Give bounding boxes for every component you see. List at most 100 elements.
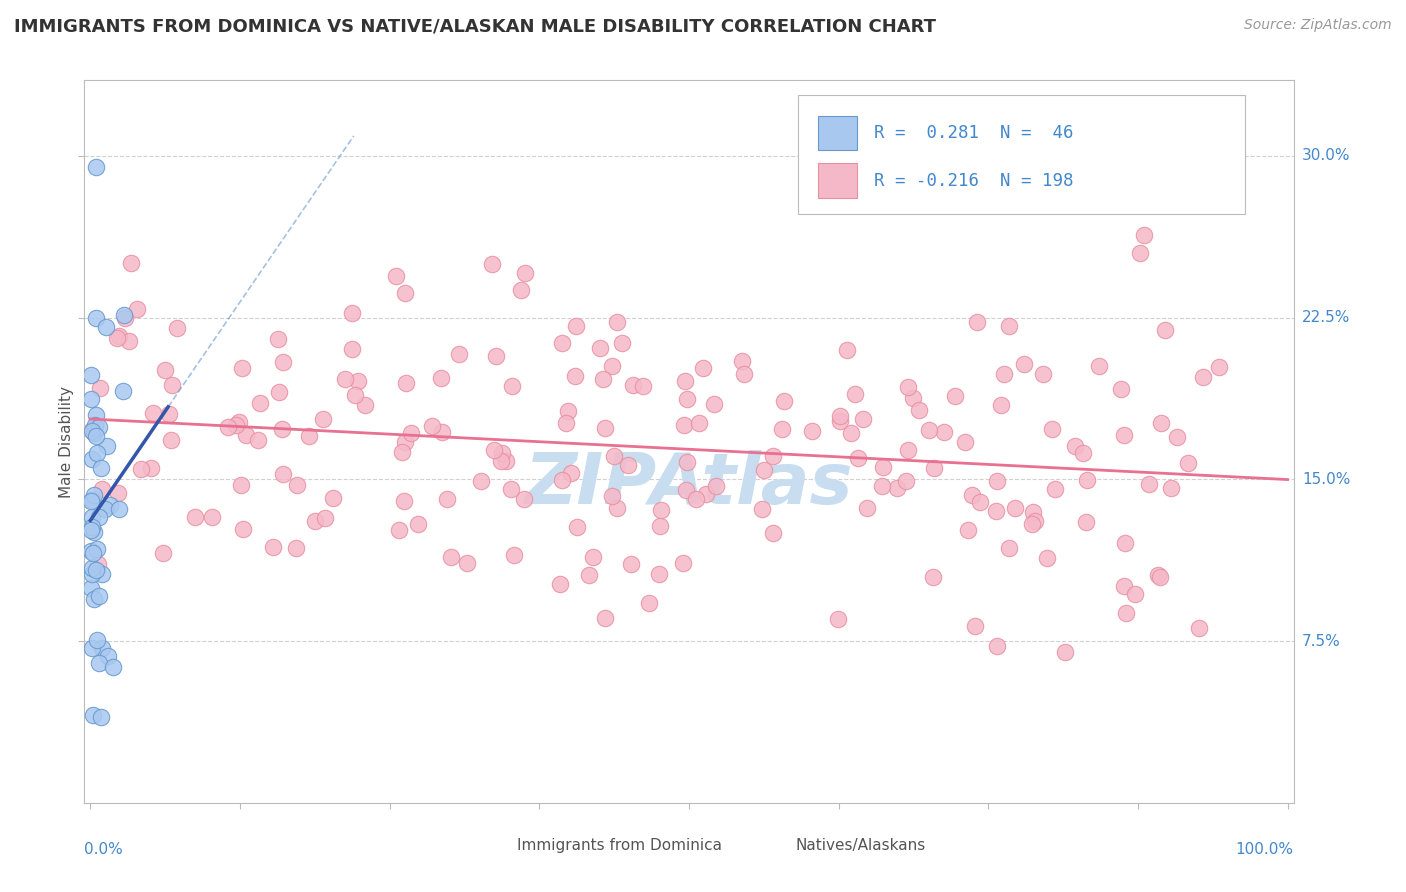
Point: [94, 501, 117, 516]
Point: [139, 461, 162, 475]
Point: [184, 509, 207, 524]
Point: [564, 369, 586, 384]
Text: 22.5%: 22.5%: [1302, 310, 1350, 325]
Point: [391, 444, 413, 458]
Point: [751, 501, 773, 516]
Point: [266, 332, 288, 346]
Point: [1177, 456, 1199, 470]
Point: [80, 392, 103, 406]
Point: [1115, 606, 1137, 620]
Point: [80, 368, 103, 383]
Point: [770, 422, 793, 436]
Point: [922, 460, 945, 475]
Point: [1064, 439, 1087, 453]
Point: [650, 519, 672, 533]
Point: [581, 549, 603, 564]
Point: [993, 367, 1015, 381]
Point: [162, 378, 184, 392]
Point: [84, 429, 107, 443]
Point: [827, 612, 849, 626]
Point: [1133, 227, 1156, 242]
Point: [89, 510, 111, 524]
Point: [960, 488, 983, 502]
Point: [557, 403, 579, 417]
Point: [1032, 367, 1054, 381]
Point: [616, 458, 638, 472]
Point: [1004, 500, 1026, 515]
Point: [86, 310, 108, 325]
Point: [342, 342, 364, 356]
Point: [201, 509, 224, 524]
Point: [217, 420, 239, 434]
Point: [998, 541, 1021, 555]
Point: [595, 610, 617, 624]
Point: [82, 424, 104, 438]
Text: 100.0%: 100.0%: [1236, 842, 1294, 856]
Point: [515, 266, 537, 280]
Point: [839, 426, 862, 441]
Point: [1053, 645, 1076, 659]
Point: [606, 500, 628, 515]
Point: [125, 302, 148, 317]
Point: [1071, 446, 1094, 460]
Point: [440, 549, 463, 564]
Point: [675, 483, 697, 497]
Point: [430, 370, 453, 384]
Point: [79, 523, 101, 537]
Point: [554, 416, 576, 430]
Point: [703, 397, 725, 411]
Point: [89, 656, 111, 670]
Point: [672, 556, 695, 570]
Point: [620, 557, 643, 571]
Point: [103, 659, 125, 673]
Point: [249, 396, 271, 410]
Point: [314, 511, 336, 525]
Point: [560, 466, 582, 480]
Point: [675, 392, 697, 407]
Point: [1036, 550, 1059, 565]
Text: 0.0%: 0.0%: [84, 842, 124, 856]
Point: [1114, 427, 1136, 442]
Point: [589, 341, 612, 355]
Point: [96, 439, 118, 453]
Point: [501, 378, 523, 392]
Point: [495, 453, 517, 467]
Point: [485, 349, 508, 363]
Point: [565, 520, 588, 534]
Point: [80, 423, 103, 437]
Point: [648, 566, 671, 581]
Point: [600, 490, 623, 504]
Point: [1160, 481, 1182, 495]
Point: [852, 412, 875, 426]
Point: [704, 479, 727, 493]
Point: [298, 429, 321, 443]
Point: [83, 488, 105, 502]
Point: [91, 640, 114, 655]
Point: [990, 398, 1012, 412]
Point: [271, 355, 294, 369]
Point: [267, 385, 290, 400]
Point: [1021, 516, 1043, 531]
Point: [612, 335, 634, 350]
Point: [80, 451, 103, 466]
Point: [120, 255, 142, 269]
Point: [229, 477, 252, 491]
Point: [956, 523, 979, 537]
Point: [322, 491, 344, 505]
Point: [399, 425, 422, 440]
Point: [79, 581, 101, 595]
Point: [621, 377, 644, 392]
Point: [730, 354, 752, 368]
Point: [394, 435, 416, 450]
Point: [676, 455, 699, 469]
Point: [917, 423, 939, 437]
Point: [456, 556, 478, 570]
Point: [335, 372, 357, 386]
FancyBboxPatch shape: [762, 834, 789, 857]
Point: [449, 347, 471, 361]
Point: [986, 639, 1008, 653]
Point: [1076, 473, 1098, 487]
Point: [1154, 323, 1177, 337]
Point: [692, 360, 714, 375]
Text: R = -0.216  N = 198: R = -0.216 N = 198: [875, 172, 1073, 190]
